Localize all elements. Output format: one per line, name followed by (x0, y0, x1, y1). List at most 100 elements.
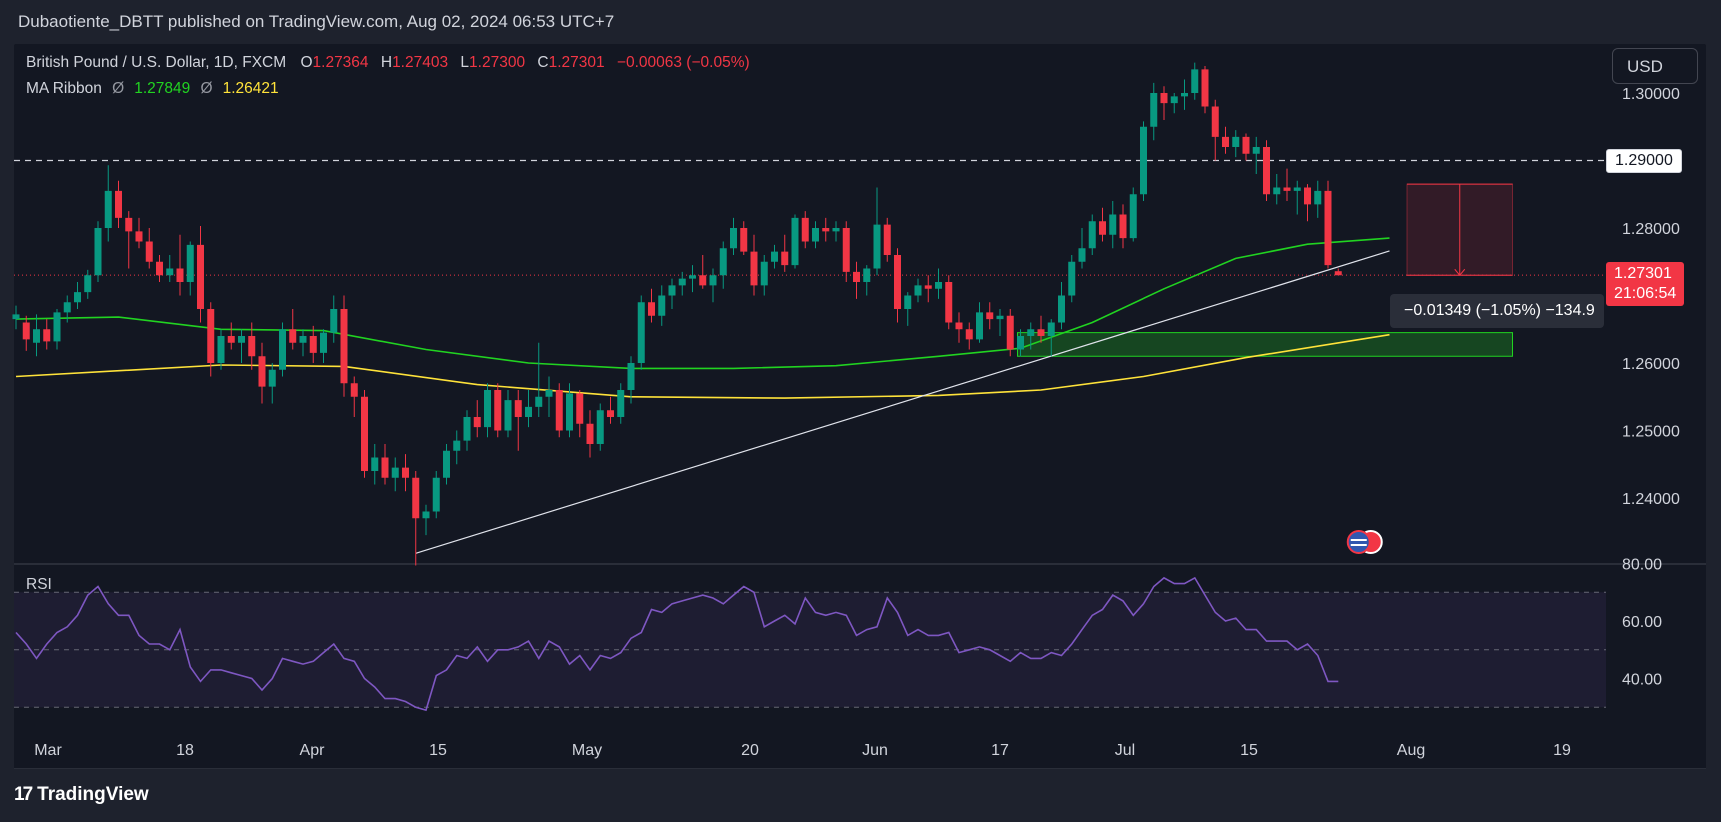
candle-body (1037, 329, 1045, 336)
rsi-line (15, 576, 1339, 712)
candle-body (1170, 96, 1178, 104)
candle-body (1191, 69, 1199, 93)
candle-body (1232, 136, 1240, 147)
level-price-tag: 1.29000 (1606, 149, 1682, 173)
symbol-name: British Pound / U.S. Dollar, 1D, FXCM (26, 54, 287, 71)
candle-body (12, 314, 20, 320)
ma2-symbol: Ø (200, 80, 213, 97)
candle-body (22, 322, 30, 340)
candle-body (135, 231, 143, 242)
symbol-legend[interactable]: British Pound / U.S. Dollar, 1D, FXCM O1… (26, 54, 750, 72)
flag-stripe (1350, 544, 1367, 546)
price-axis-label: 1.25000 (1622, 424, 1680, 441)
us-flag-icon (1346, 530, 1371, 554)
candle-body (1201, 69, 1209, 107)
candle-body (719, 248, 727, 276)
candle-body (1181, 93, 1188, 97)
rsi-band-fill (14, 592, 1606, 708)
candle-body (1099, 221, 1106, 235)
candle-body (781, 251, 789, 266)
time-axis-label: 18 (176, 742, 194, 759)
candle-body (381, 457, 389, 478)
candle-body (637, 302, 645, 363)
low-value: 1.27300 (469, 54, 526, 71)
pane-divider (14, 563, 1706, 565)
candle-body (33, 329, 40, 343)
candle-body (873, 224, 881, 269)
candle-body (53, 312, 61, 342)
ma2-value: 1.26421 (222, 80, 279, 97)
candle-body (894, 255, 901, 309)
candle-body (1109, 214, 1117, 235)
candle-body (699, 275, 707, 286)
candle-body (607, 410, 614, 417)
candle-body (566, 393, 573, 431)
candle-body (832, 228, 840, 232)
candle-body (904, 295, 912, 309)
candle-body (248, 336, 256, 357)
candle-body (586, 423, 594, 444)
candle-body (514, 400, 522, 417)
candle-body (504, 400, 512, 431)
candle-body (1304, 187, 1311, 205)
time-axis-label: 19 (1553, 742, 1571, 759)
candle-body (976, 312, 983, 340)
candle-body (299, 336, 307, 343)
brand-name: TradingView (37, 784, 149, 805)
candle-body (43, 329, 51, 342)
candle-body (648, 302, 655, 316)
candle-body (227, 336, 235, 343)
candle-body (217, 336, 225, 363)
candle-body (617, 390, 625, 417)
candle-body (371, 457, 379, 471)
bar-countdown: 21:06:54 (1614, 285, 1677, 302)
tradingview-brand[interactable]: 17 TradingView (14, 784, 149, 806)
candle-body (1283, 187, 1291, 191)
candle-body (791, 217, 799, 266)
open-value: 1.27364 (312, 54, 369, 71)
indicator-legend[interactable]: MA Ribbon Ø 1.27849 Ø 1.26421 (26, 80, 279, 98)
currency-button[interactable]: USD (1612, 48, 1698, 84)
candle-body (1314, 190, 1322, 205)
candle-body (863, 268, 871, 282)
candle-body (801, 217, 809, 242)
candle-body (1088, 221, 1096, 249)
candle-body (853, 271, 860, 282)
candle-body (1140, 126, 1147, 195)
candle-body (197, 244, 204, 309)
candle-body (1047, 322, 1055, 336)
measure-label[interactable]: −0.01349 (−1.05%) −134.9 (1390, 294, 1604, 328)
candle-body (750, 251, 758, 286)
time-axis-label: Apr (300, 742, 326, 759)
candle-body (1068, 261, 1076, 296)
candle-body (473, 417, 481, 428)
candle-body (104, 190, 112, 228)
candle-body (1273, 187, 1281, 195)
publish-info: Dubaotiente_DBTT published on TradingVie… (18, 12, 615, 31)
candle-body (207, 309, 215, 363)
time-axis-label: 17 (991, 742, 1009, 759)
candle-body (1058, 295, 1065, 323)
candle-body (156, 261, 163, 276)
price-axis-label: 1.24000 (1622, 491, 1680, 508)
high-value: 1.27403 (392, 54, 449, 71)
rsi-label: RSI (26, 576, 52, 593)
candle-body (678, 278, 686, 286)
chart-frame[interactable] (14, 44, 1706, 769)
candle-body (443, 450, 450, 478)
candle-body (1119, 214, 1127, 239)
candle-body (945, 282, 953, 323)
candle-body (1242, 136, 1250, 154)
tradingview-logo-icon: 17 (14, 784, 33, 805)
candle-body (883, 224, 891, 255)
candle-body (361, 396, 368, 471)
candle-body (1006, 315, 1014, 350)
candle-body (545, 390, 553, 397)
candle-body (1222, 136, 1229, 147)
candle-body (1324, 190, 1332, 266)
ma1-symbol: Ø (112, 80, 125, 97)
candle-body (627, 363, 635, 390)
candle-body (1150, 93, 1158, 127)
candle-body (730, 228, 737, 249)
